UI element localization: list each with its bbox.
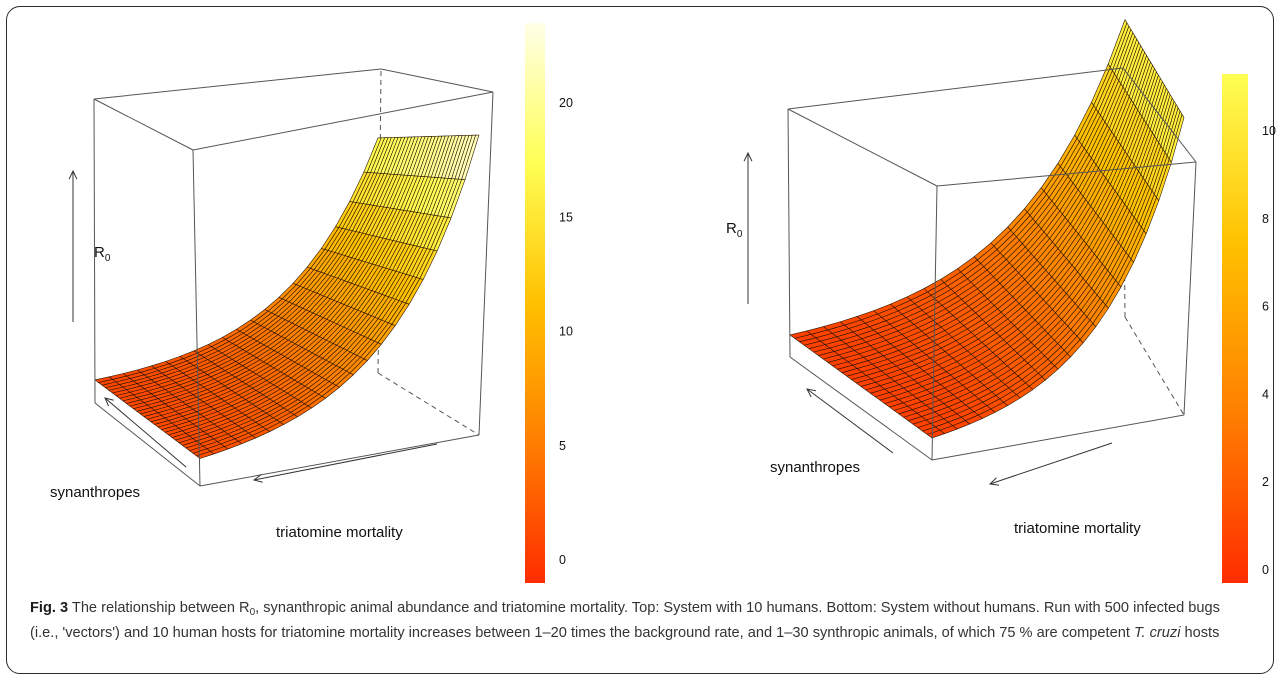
z-axis-label-main: R (94, 244, 105, 261)
box-edge-top-back (787, 67, 1124, 110)
x-axis-arrow-head (988, 477, 999, 486)
x-axis-arrow (988, 442, 1113, 486)
x-axis-label: triatomine mortality (1014, 520, 1141, 537)
z-axis-label-main: R (726, 220, 737, 237)
caption-text-3: hosts (1180, 625, 1220, 641)
colorbar-tick-label: 0 (559, 553, 566, 567)
y-axis-arrow-head (806, 388, 816, 398)
z-axis-label-subscript: 0 (737, 229, 743, 240)
surface-mesh (94, 134, 480, 459)
y-axis-arrow-shaft (806, 388, 894, 454)
surface-facet (1168, 114, 1185, 163)
box-edge-top-right (1122, 67, 1197, 163)
y-axis-label: synanthropes (770, 459, 860, 476)
colorbar-tick-label: 10 (559, 325, 573, 339)
y-axis-arrow (104, 397, 187, 468)
z-axis-label: R0 (94, 244, 111, 264)
colorbar-tick-label: 15 (559, 210, 573, 224)
box-edge-right-vertical (478, 91, 494, 436)
x-axis-arrow-shaft (253, 443, 438, 481)
y-axis-arrow-head (104, 397, 114, 407)
figure-label: Fig. 3 (30, 600, 69, 616)
colorbar (525, 23, 545, 583)
box-edge-right-vertical (1183, 161, 1197, 416)
box-edge-left-bottom (789, 356, 933, 461)
box-edge-top-front (936, 161, 1197, 187)
z-axis-arrow-head (743, 151, 753, 162)
colorbar-tick-label: 4 (1262, 387, 1269, 401)
x-axis-arrow-shaft (989, 442, 1113, 485)
y-axis-arrow-shaft (104, 397, 187, 468)
z-axis-arrow-head (68, 169, 78, 180)
x-axis-label: triatomine mortality (276, 524, 403, 541)
x-axis-arrow (252, 443, 438, 483)
colorbar (1222, 74, 1248, 583)
y-axis-arrow (806, 388, 894, 454)
colorbar-tick-label: 8 (1262, 212, 1269, 226)
caption-text-1: The relationship between R (68, 600, 250, 616)
colorbar-tick-label: 0 (1262, 563, 1269, 577)
box-edge-front-vertical (192, 149, 201, 487)
colorbar-tick-label: 20 (559, 96, 573, 110)
z-axis-label-subscript: 0 (105, 253, 111, 264)
surface-mesh (789, 19, 1185, 439)
box-edge-left-vertical (787, 108, 791, 358)
box-edge-top-back (93, 68, 382, 100)
z-axis-label: R0 (726, 220, 743, 240)
box-edge-front-vertical (931, 185, 938, 461)
box-edge-left-bottom (94, 402, 201, 487)
caption-text-2: , synanthropic animal abundance and tria… (30, 600, 1220, 641)
surface-facet (461, 134, 480, 180)
box-edge-top-right (380, 68, 494, 93)
box-edge-top-front (192, 91, 494, 151)
caption-subscript: 0 (249, 607, 256, 618)
x-axis-arrow-head (252, 474, 263, 483)
colorbar-tick-label: 6 (1262, 300, 1269, 314)
box-edge-front-bottom (931, 414, 1185, 461)
colorbar-tick-label: 2 (1262, 475, 1269, 489)
y-axis-label: synanthropes (50, 484, 140, 501)
figure-caption: Fig. 3 The relationship between R0, syna… (30, 598, 1250, 643)
colorbar-tick-label: 10 (1262, 124, 1276, 138)
box-edge-top-left (787, 108, 938, 187)
z-axis-arrow (68, 169, 78, 322)
box-edge-top-left (93, 98, 194, 151)
box-edge-hidden-vertical (377, 68, 382, 374)
box-edge-hidden-bottom (1124, 316, 1185, 416)
box-edge-hidden-bottom (377, 372, 480, 436)
box-edge-front-bottom (199, 434, 480, 487)
box-edge-left-vertical (93, 98, 96, 404)
z-axis-arrow (743, 151, 753, 304)
caption-italic: T. cruzi (1133, 625, 1181, 641)
colorbar-tick-label: 5 (559, 439, 566, 453)
